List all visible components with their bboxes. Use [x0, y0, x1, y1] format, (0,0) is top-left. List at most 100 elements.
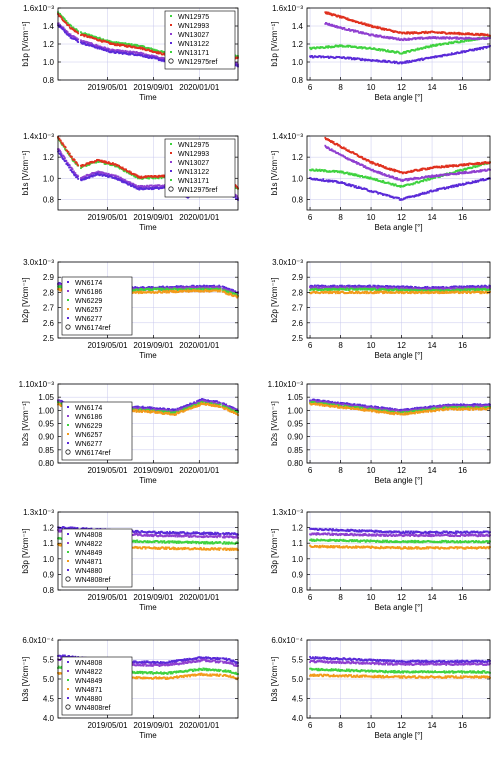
data-point: [70, 27, 73, 30]
data-point: [64, 28, 66, 31]
data-point: [84, 40, 87, 43]
data-point: [412, 178, 415, 181]
data-point: [416, 48, 418, 51]
legend-label: WN12993: [178, 151, 209, 158]
data-point: [406, 32, 409, 35]
data-point: [477, 162, 479, 164]
data-point: [397, 37, 400, 40]
data-point: [162, 174, 165, 177]
data-point: [102, 48, 105, 50]
data-point: [95, 161, 98, 164]
data-point: [151, 186, 154, 189]
data-point: [331, 140, 334, 143]
data-point: [134, 173, 137, 176]
data-point: [69, 155, 72, 157]
data-point: [90, 175, 93, 178]
data-point: [109, 43, 112, 45]
data-point: [125, 44, 128, 47]
data-point: [96, 172, 99, 175]
data-point: [141, 46, 143, 49]
data-point: [395, 178, 398, 181]
data-point: [364, 165, 367, 168]
data-point: [424, 47, 427, 50]
data-point: [382, 59, 385, 62]
x-tick-label: 2020/01/01: [179, 213, 220, 222]
data-point: [481, 33, 484, 35]
data-point: [134, 43, 137, 46]
data-point: [464, 50, 467, 53]
data-point: [80, 167, 82, 170]
data-point: [432, 43, 434, 46]
data-point: [310, 169, 313, 172]
data-point: [393, 168, 395, 171]
data-point: [484, 45, 487, 48]
data-point: [133, 45, 136, 48]
x-tick-label: 2019/05/01: [87, 213, 128, 222]
data-point: [404, 50, 407, 53]
data-point: [236, 195, 239, 198]
data-point: [130, 185, 133, 188]
data-point: [67, 150, 70, 153]
data-point: [339, 26, 342, 29]
data-point: [339, 144, 341, 147]
data-point: [450, 52, 453, 55]
data-point: [368, 177, 371, 180]
data-point: [330, 23, 332, 26]
legend-marker: [170, 179, 172, 181]
data-point: [110, 175, 113, 178]
data-point: [93, 174, 96, 177]
data-point: [400, 61, 402, 64]
data-point: [374, 35, 377, 38]
y-tick-label: 1.2: [43, 40, 55, 49]
data-point: [456, 36, 459, 39]
data-point: [61, 142, 64, 145]
data-point: [480, 34, 482, 36]
legend-label: WN13122: [178, 41, 209, 48]
data-point: [90, 44, 93, 47]
data-point: [396, 38, 399, 41]
data-point: [118, 167, 121, 170]
data-point: [464, 36, 467, 39]
data-point: [486, 33, 489, 36]
data-point: [134, 186, 137, 189]
data-point: [100, 47, 102, 49]
data-point: [471, 48, 474, 51]
data-point: [344, 147, 347, 150]
data-point: [145, 54, 148, 57]
legend-marker: [170, 33, 172, 35]
data-point: [129, 183, 132, 186]
data-point: [148, 49, 150, 51]
data-point: [433, 56, 436, 59]
data-point: [85, 34, 88, 37]
data-point: [74, 29, 77, 32]
data-point: [128, 170, 131, 173]
data-point: [377, 171, 380, 173]
data-point: [150, 49, 153, 52]
data-point: [139, 184, 142, 187]
data-point: [153, 187, 155, 190]
data-point: [478, 34, 481, 37]
data-point: [450, 42, 452, 45]
data-point: [410, 169, 413, 172]
data-point: [353, 159, 355, 162]
data-point: [76, 31, 79, 34]
data-point: [338, 170, 341, 173]
data-point: [332, 169, 335, 172]
data-point: [330, 24, 333, 27]
data-point: [334, 26, 337, 28]
data-point: [459, 39, 462, 42]
data-point: [68, 166, 71, 169]
x-tick-label: 12: [397, 213, 406, 222]
data-point: [477, 48, 480, 50]
data-point: [324, 46, 327, 49]
data-point: [115, 41, 118, 43]
data-point: [376, 179, 379, 181]
data-point: [377, 49, 380, 52]
data-point: [375, 26, 378, 29]
data-point: [107, 172, 110, 175]
data-point: [405, 51, 407, 54]
data-point: [150, 184, 153, 187]
data-point: [59, 139, 62, 142]
data-point: [467, 40, 470, 42]
data-point: [331, 14, 334, 17]
